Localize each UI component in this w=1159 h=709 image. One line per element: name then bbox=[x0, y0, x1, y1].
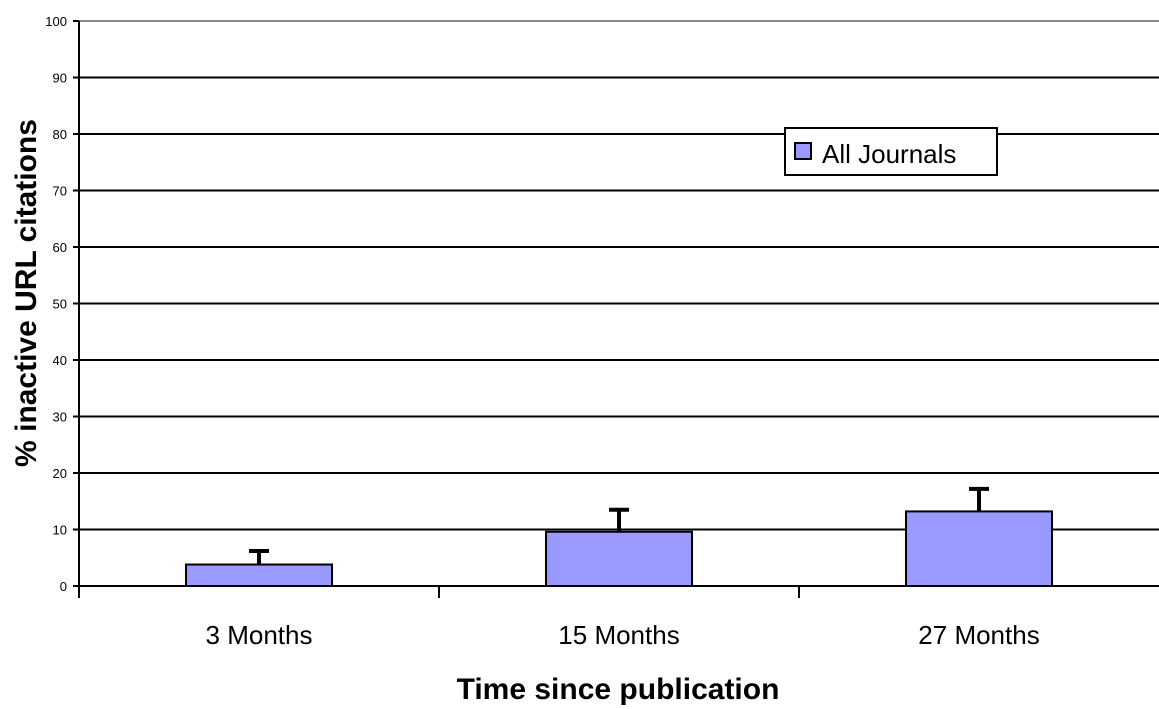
gridlines bbox=[79, 20, 1159, 531]
bars bbox=[185, 510, 1053, 588]
x-axis-title: Time since publication bbox=[457, 673, 780, 706]
x-category-label: 15 Months bbox=[558, 620, 679, 650]
y-axis-ticks: 0 10 20 30 40 50 60 70 80 90 100 bbox=[45, 14, 79, 594]
y-tick-label: 80 bbox=[53, 127, 67, 142]
y-tick-label: 20 bbox=[53, 466, 67, 481]
bar bbox=[905, 510, 1053, 588]
x-axis-ticks bbox=[78, 586, 800, 598]
x-axis-category-labels: 3 Months 15 Months 27 Months bbox=[206, 620, 1040, 650]
y-tick-label: 90 bbox=[53, 71, 67, 86]
error-bars bbox=[249, 486, 989, 565]
legend-label: All Journals bbox=[822, 139, 956, 169]
y-tick-label: 60 bbox=[53, 240, 67, 255]
legend: All Journals bbox=[784, 127, 998, 176]
y-tick-label: 40 bbox=[53, 353, 67, 368]
y-tick-label: 100 bbox=[45, 14, 67, 29]
y-tick-label: 70 bbox=[53, 184, 67, 199]
legend-box bbox=[784, 127, 998, 176]
y-tick-label: 30 bbox=[53, 410, 67, 425]
x-category-label: 27 Months bbox=[918, 620, 1039, 650]
legend-swatch bbox=[794, 142, 812, 160]
y-tick-label: 0 bbox=[60, 579, 67, 594]
y-tick-label: 10 bbox=[53, 523, 67, 538]
bar bbox=[545, 530, 693, 588]
bar bbox=[185, 563, 333, 588]
x-category-label: 3 Months bbox=[206, 620, 313, 650]
y-axis-title: % inactive URL citations bbox=[10, 119, 43, 467]
y-tick-label: 50 bbox=[53, 297, 67, 312]
